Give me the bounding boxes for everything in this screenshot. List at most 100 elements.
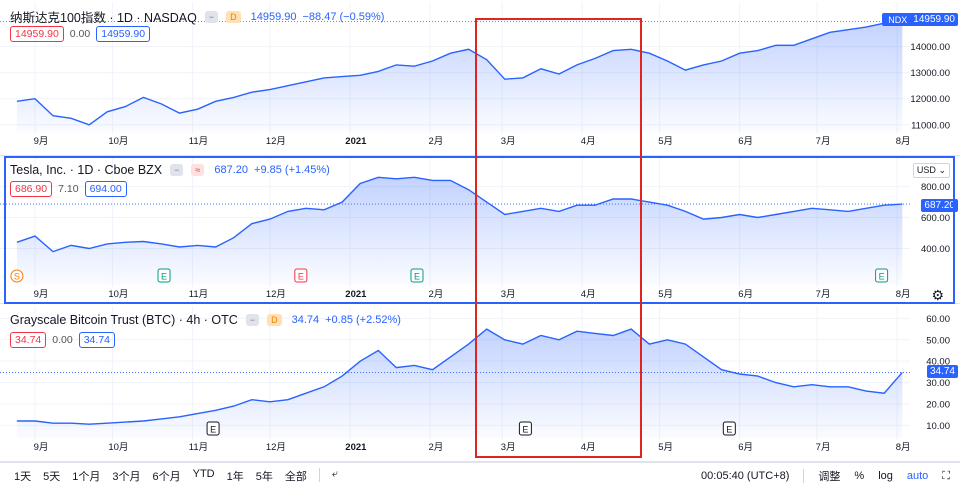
chevron-down-icon: ⌄ [938,165,946,175]
x-tick-label: 2月 [428,136,443,147]
ndx-bid: 14959.90 [10,26,64,42]
x-tick-label: 3月 [501,442,516,453]
tsla-price-tag: 687.20 [921,199,958,212]
x-tick-label: 8月 [896,136,911,147]
event-marker: S [10,269,24,283]
x-tick-label: 2021 [345,136,367,147]
x-tick-label: 4月 [581,289,596,300]
gbtc-last: 34.74 [291,314,320,326]
auto-button[interactable]: auto [906,470,929,482]
range-1d[interactable]: 1天 [14,471,32,483]
series-area [16,329,903,438]
tsla-chart[interactable]: 400.00 600.00 800.00 9月 10月 11月 12月 2021 2月 3月 4月 5… [0,156,960,304]
log-button[interactable]: log [878,470,893,482]
delay-badge: D [226,10,241,23]
goto-date-icon[interactable]: ⤶ [331,468,339,480]
currency-select[interactable]: USD ⌄ [912,163,950,178]
gbtc-chart[interactable]: 10.00 20.00 30.00 40.00 50.00 60.00 9月 10月 11月 12… [0,304,960,462]
gbtc-change: +0.85 (+2.52%) [325,314,401,326]
x-tick-label: 6月 [738,442,753,453]
x-tick-label: 10月 [108,136,128,147]
x-tick-label: 12月 [266,442,286,453]
ndx-ask: 14959.90 [96,26,151,42]
y-tick-label: 11000.00 [911,120,950,131]
x-tick-label: 7月 [816,442,831,453]
tsla-price-value: 687.20 [924,200,955,211]
gbtc-legend: Grayscale Bitcoin Trust (BTC) · 4h · OTC… [10,313,401,327]
x-tick-label: 8月 [896,442,911,453]
event-marker: E [875,268,889,283]
series-line [16,176,903,253]
gbtc-pane: 10.00 20.00 30.00 40.00 50.00 60.00 9月 10月 11月 12… [0,304,960,462]
gbtc-values: 34.74 0.00 34.74 [10,332,115,348]
currency-label: USD [916,165,936,175]
range-5d[interactable]: 5天 [43,471,61,483]
clock-time[interactable]: 00:05:40 (UTC+8) [701,470,790,482]
range-all[interactable]: 全部 [284,471,307,483]
event-marker: E [722,421,736,436]
event-marker: E [410,268,424,283]
dash-icon: − [245,314,260,326]
y-tick-label: 600.00 [921,213,950,224]
event-marker-label: E [726,425,732,435]
y-tick-label: 12000.00 [910,94,950,105]
x-tick-label: 9月 [34,136,49,147]
event-marker-label: E [522,425,528,435]
y-tick-label: 13000.00 [910,68,950,79]
x-tick-label: 4月 [581,136,596,147]
range-3m[interactable]: 3个月 [112,471,141,483]
range-ytd[interactable]: YTD [192,468,215,480]
percent-button[interactable]: % [854,470,865,482]
ndx-title: 纳斯达克100指数 · 1D · NASDAQ [10,11,197,25]
tsla-title: Tesla, Inc. · 1D · Cboe BZX [10,163,163,177]
divider [318,468,320,482]
tsla-change: +9.85 (+1.45%) [254,164,330,176]
ndx-spread: 0.00 [69,28,91,40]
x-tick-label: 9月 [34,442,49,453]
x-tick-label: 11月 [189,442,208,453]
x-tick-label: 5月 [658,442,673,453]
event-marker-label: E [414,272,420,282]
x-tick-label: 6月 [738,289,753,300]
gear-icon[interactable]: ⚙ [931,287,944,303]
range-1y[interactable]: 1年 [226,471,244,483]
range-5y[interactable]: 5年 [255,471,273,483]
gbtc-price-value: 34.74 [929,366,955,377]
gbtc-price-tag: 34.74 [926,365,958,378]
y-tick-label: 20.00 [926,399,950,410]
tsla-last: 687.20 [214,164,249,176]
x-tick-label: 11月 [189,289,208,300]
y-tick-label: 400.00 [921,244,950,255]
series-line [16,328,903,425]
x-tick-label: 3月 [501,136,516,147]
range-6m[interactable]: 6个月 [152,471,181,483]
x-tick-label: 2021 [345,442,367,453]
y-tick-label: 50.00 [926,335,950,346]
y-tick-label: 40.00 [926,357,950,368]
gbtc-bid: 34.74 [10,332,47,348]
y-tick-label: 10.00 [926,421,950,432]
x-tick-label: 10月 [108,289,128,300]
event-marker: E [157,268,171,283]
y-tick-label: 60.00 [926,314,950,325]
range-1m[interactable]: 1个月 [72,471,101,483]
x-tick-label: 2月 [428,442,443,453]
x-tick-label: 10月 [108,442,128,453]
ndx-pane: 11000.00 12000.00 13000.00 14000.00 9月 10月 11月… [0,0,960,156]
x-tick-label: 2021 [345,289,367,300]
event-marker: E [206,421,220,436]
x-tick-label: 12月 [266,289,286,300]
adjust-button[interactable]: 调整 [818,471,841,483]
ndx-price-tag: NDX 14959.90 [882,13,958,26]
x-tick-label: 8月 [896,289,911,300]
event-marker-label: S [14,272,20,282]
x-tick-label: 7月 [816,136,831,147]
dash-icon: − [170,164,184,176]
event-marker: E [294,268,308,283]
x-tick-label: 11月 [189,136,208,147]
tsla-values: 686.90 7.10 694.00 [10,181,127,197]
gbtc-title: Grayscale Bitcoin Trust (BTC) · 4h · OTC [10,313,238,327]
delay-badge: D [267,314,282,326]
fullscreen-icon[interactable]: ⛶ [942,469,950,482]
event-marker-label: E [161,272,167,282]
